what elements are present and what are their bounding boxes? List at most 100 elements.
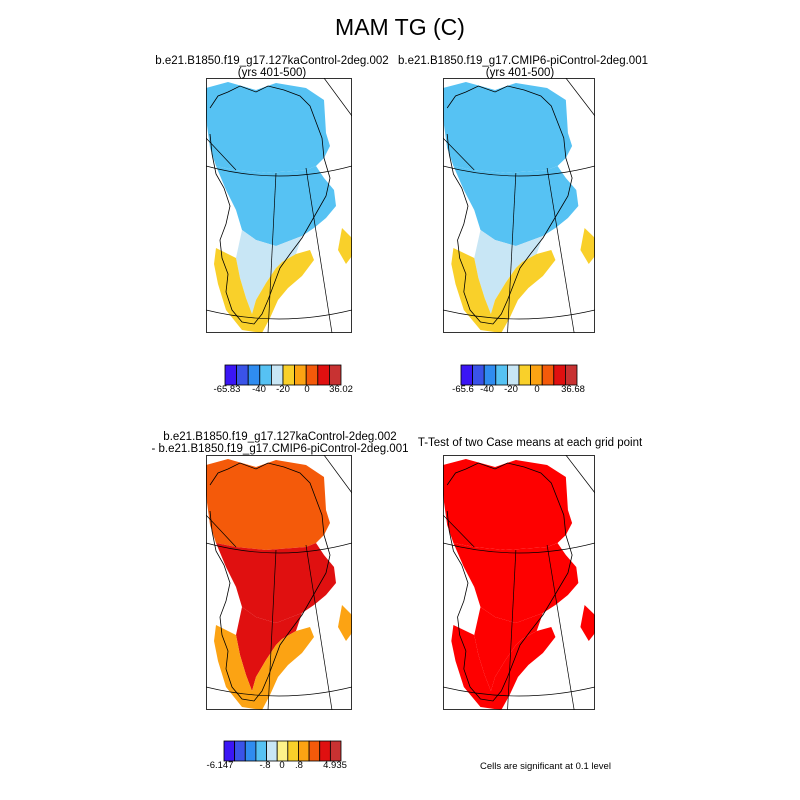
colorbar-swatch	[319, 740, 331, 762]
coast-region	[451, 625, 556, 710]
longitude-line	[323, 78, 352, 117]
longitude-line	[267, 549, 277, 710]
colorbar-swatch	[266, 740, 278, 762]
longitude-line	[507, 549, 517, 710]
colorbar-label: 0	[534, 384, 540, 395]
panel-title-line: T-Test of two Case means at each grid po…	[417, 437, 643, 449]
east-coast-region	[580, 605, 595, 641]
colorbar-swatch	[298, 740, 310, 762]
colorbar-swatch	[223, 740, 236, 762]
map-frame	[443, 78, 595, 333]
colorbar-swatch	[282, 364, 296, 386]
colorbar-swatch	[271, 364, 284, 386]
colorbar-difference: -6.147 -.8 0 .8 4.935	[207, 740, 353, 774]
colorbar-swatches	[223, 740, 342, 762]
latitude-line	[206, 542, 352, 554]
colorbar-swatch	[329, 364, 342, 386]
panel-subtitle-line: (yrs 401-500)	[485, 67, 555, 79]
colorbar-swatch	[329, 740, 342, 762]
latitude-line	[443, 309, 595, 320]
ice-south-region	[236, 607, 302, 691]
panel-title-case1: b.e21.B1850.f19_g17.127kaControl-2deg.00…	[150, 55, 394, 79]
ice-south-region	[474, 607, 543, 691]
east-coast-region	[338, 228, 352, 264]
colorbar-swatch	[276, 740, 289, 762]
colorbar-swatch	[472, 364, 485, 386]
colorbar-swatch	[234, 740, 246, 762]
colorbar-swatch	[244, 740, 257, 762]
colorbar-swatch	[317, 364, 330, 386]
ice-north-region	[443, 459, 573, 550]
colorbar-label: -.8	[259, 760, 271, 771]
ice-south-region	[474, 230, 543, 314]
colorbar-swatch	[460, 364, 474, 386]
map-panel-case2	[443, 78, 595, 333]
colorbar-label: -65.6	[452, 384, 474, 395]
map-frame	[206, 455, 352, 710]
longitude-line	[546, 167, 575, 333]
colorbar-swatch	[294, 364, 307, 386]
latitude-line	[443, 686, 595, 697]
colorbar-swatch	[224, 364, 238, 386]
colorbar-label: -40	[252, 384, 266, 395]
panel-title-line: b.e21.B1850.f19_g17.127kaControl-2deg.00…	[155, 55, 389, 67]
east-coast-region	[338, 605, 352, 641]
colorbar-swatch	[236, 364, 249, 386]
longitude-line	[507, 172, 517, 333]
coastline	[446, 85, 573, 325]
main-title: MAM TG (C)	[335, 14, 465, 40]
ice-middle-region	[453, 543, 579, 623]
latitude-line	[443, 542, 595, 554]
longitude-line	[305, 544, 333, 710]
colorbar-swatch	[287, 740, 299, 762]
map-panel-ttest	[443, 455, 595, 710]
ice-middle-region	[453, 166, 579, 246]
colorbar-swatch	[255, 740, 267, 762]
colorbar-swatch	[495, 364, 508, 386]
colorbar-label: -65.83	[213, 384, 241, 395]
colorbar-label: 36.68	[561, 384, 585, 395]
longitude-line	[323, 455, 352, 494]
ice-north-region	[206, 459, 330, 550]
panel-subtitle-line: - b.e21.B1850.f19_g17.CMIP6-piControl-2d…	[151, 443, 409, 455]
map-frame	[206, 78, 352, 333]
significance-note: Cells are significant at 0.1 level	[480, 761, 611, 772]
colorbar-swatches	[460, 364, 578, 386]
map-panel-case1	[206, 78, 352, 333]
coast-region	[214, 625, 314, 710]
colorbar-label: -40	[480, 384, 494, 395]
colorbar-label: -20	[504, 384, 518, 395]
coastline	[209, 462, 331, 702]
colorbar-swatches	[224, 364, 342, 386]
colorbar-label: -20	[276, 384, 290, 395]
longitude-line	[565, 78, 595, 117]
colorbar-swatch	[530, 364, 543, 386]
colorbar-swatch	[483, 364, 497, 386]
longitude-line	[546, 544, 575, 710]
colorbar-case2: -65.6 -40 -20 0 36.68	[452, 364, 585, 398]
colorbar-label: .8	[295, 760, 303, 771]
colorbar-label: 4.935	[323, 760, 347, 771]
map-panel-difference	[206, 455, 352, 710]
coast-region	[214, 248, 314, 333]
colorbar-label: -6.147	[206, 760, 234, 771]
panel-title-difference: b.e21.B1850.f19_g17.127kaControl-2deg.00…	[150, 431, 410, 455]
coastline	[446, 462, 573, 702]
map-frame	[443, 455, 595, 710]
colorbar-swatch	[507, 364, 520, 386]
colorbar-case1: -65.83 -40 -20 0 36.02	[214, 364, 353, 398]
colorbar-swatch	[518, 364, 532, 386]
panel-title-line: b.e21.B1850.f19_g17.127kaControl-2deg.00…	[163, 431, 397, 443]
coast-region	[451, 248, 556, 333]
longitude-line	[305, 167, 333, 333]
colorbar-swatch	[259, 364, 272, 386]
colorbar-label: 0	[279, 760, 285, 771]
latitude-line	[206, 309, 352, 320]
colorbar-swatch	[541, 364, 555, 386]
ice-north-region	[206, 82, 330, 173]
ice-north-region	[443, 82, 573, 173]
colorbar-swatch	[308, 740, 321, 762]
east-coast-region	[580, 228, 595, 264]
colorbar-swatch	[305, 364, 319, 386]
panel-title-line: b.e21.B1850.f19_g17.CMIP6-piControl-2deg…	[398, 55, 648, 67]
